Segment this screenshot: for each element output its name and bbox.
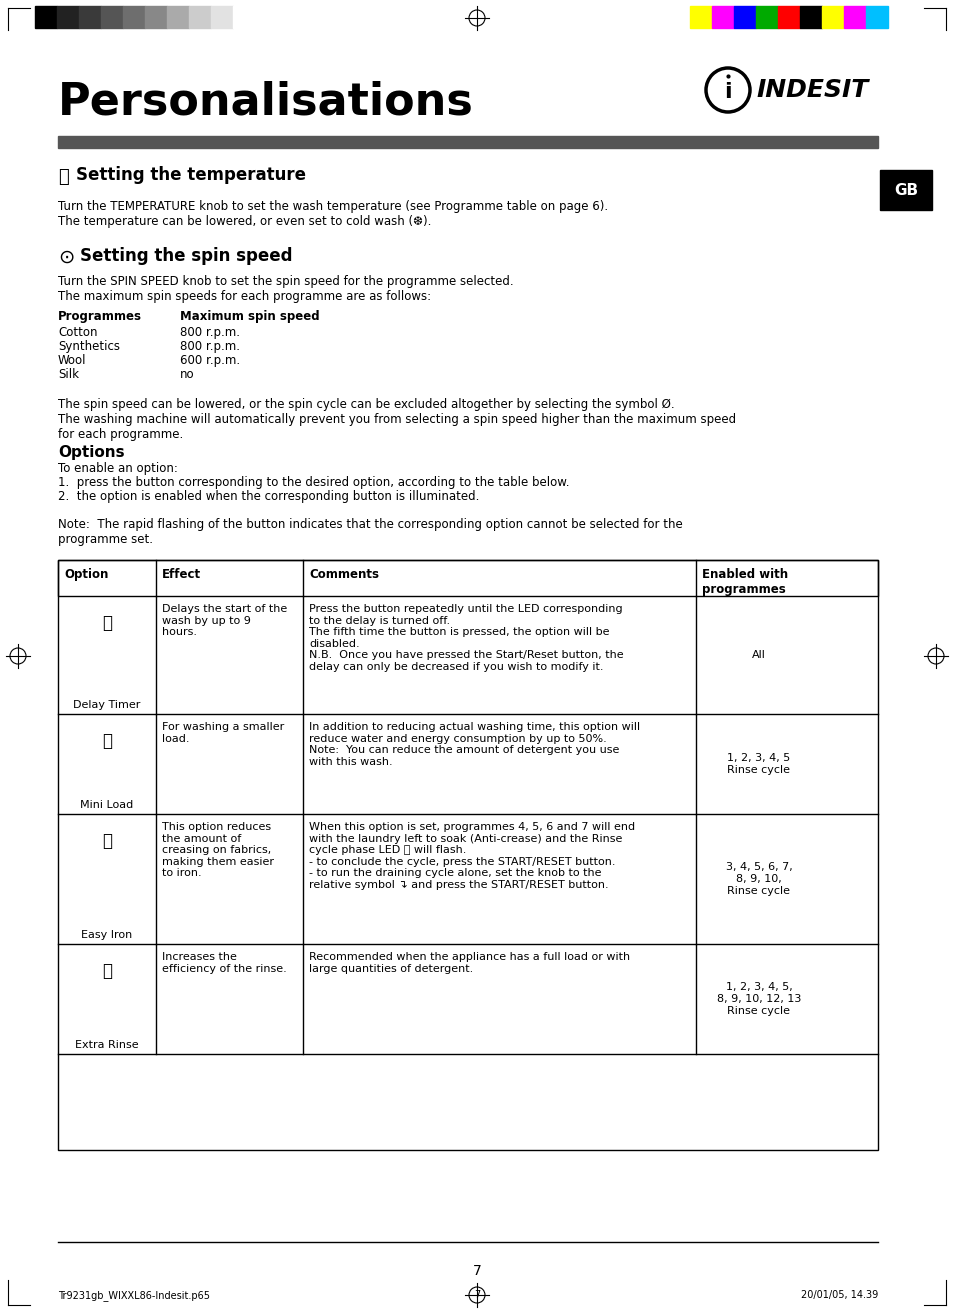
Text: Turn the SPIN SPEED knob to set the spin speed for the programme selected.: Turn the SPIN SPEED knob to set the spin… [58,274,513,288]
Bar [821,7,843,28]
Text: For washing a smaller
load.: For washing a smaller load. [162,722,284,743]
Bar [879,169,931,210]
Text: 800 r.p.m.: 800 r.p.m. [180,340,240,353]
Bar [211,7,233,28]
Text: Options: Options [58,445,125,460]
Text: no: no [180,368,194,381]
Bar [58,561,877,1150]
Text: Recommended when the appliance has a full load or with
large quantities of deter: Recommended when the appliance has a ful… [309,952,630,974]
Text: Mini Load: Mini Load [80,800,133,810]
Bar [79,7,101,28]
Text: The temperature can be lowered, or even set to cold wash (❆).: The temperature can be lowered, or even … [58,215,431,228]
Bar [755,7,778,28]
Text: Synthetics: Synthetics [58,340,120,353]
Bar [711,7,733,28]
Text: ⊙: ⊙ [58,248,74,267]
Text: INDESIT: INDESIT [755,77,867,102]
Text: 1.  press the button corresponding to the desired option, according to the table: 1. press the button corresponding to the… [58,477,569,488]
Text: Turn the TEMPERATURE knob to set the wash temperature (see Programme table on pa: Turn the TEMPERATURE knob to set the was… [58,200,607,213]
Text: i: i [723,81,731,102]
Bar [35,7,57,28]
Text: ⌚: ⌚ [102,614,112,632]
Text: When this option is set, programmes 4, 5, 6 and 7 will end
with the laundry left: When this option is set, programmes 4, 5… [309,822,635,890]
Bar [778,7,800,28]
Bar [57,7,79,28]
Text: ⌚: ⌚ [102,733,112,750]
Text: Note:  The rapid flashing of the button indicates that the corresponding option : Note: The rapid flashing of the button i… [58,519,682,546]
Bar [145,7,167,28]
Bar [733,7,755,28]
Text: 3, 4, 5, 6, 7,
8, 9, 10,
Rinse cycle: 3, 4, 5, 6, 7, 8, 9, 10, Rinse cycle [725,863,792,895]
Text: 600 r.p.m.: 600 r.p.m. [180,355,240,368]
Text: Setting the spin speed: Setting the spin speed [80,247,293,265]
Text: The washing machine will automatically prevent you from selecting a spin speed h: The washing machine will automatically p… [58,414,736,441]
Bar [233,7,254,28]
Bar [189,7,211,28]
Text: Enabled with
programmes: Enabled with programmes [701,569,787,596]
Text: Programmes: Programmes [58,310,142,323]
Text: ⌚: ⌚ [102,832,112,850]
Text: 2.  the option is enabled when the corresponding button is illuminated.: 2. the option is enabled when the corres… [58,490,478,503]
Text: Press the button repeatedly until the LED corresponding
to the delay is turned o: Press the button repeatedly until the LE… [309,604,623,672]
Bar [58,137,877,148]
Text: Wool: Wool [58,355,87,368]
Text: 7: 7 [474,1289,479,1300]
Text: Comments: Comments [309,569,378,580]
Text: ⌚: ⌚ [102,962,112,979]
Text: The maximum spin speeds for each programme are as follows:: The maximum spin speeds for each program… [58,290,431,303]
Text: 20/01/05, 14.39: 20/01/05, 14.39 [800,1289,877,1300]
Bar [689,7,711,28]
Text: Option: Option [64,569,109,580]
Bar [865,7,887,28]
Text: Easy Iron: Easy Iron [81,930,132,940]
Text: Increases the
efficiency of the rinse.: Increases the efficiency of the rinse. [162,952,287,974]
Text: All: All [751,650,765,660]
Text: 7: 7 [472,1264,481,1278]
Bar [800,7,821,28]
Text: 1, 2, 3, 4, 5,
8, 9, 10, 12, 13
Rinse cycle: 1, 2, 3, 4, 5, 8, 9, 10, 12, 13 Rinse cy… [716,982,801,1015]
Bar [843,7,865,28]
Bar [167,7,189,28]
Text: Effect: Effect [162,569,201,580]
Text: The spin speed can be lowered, or the spin cycle can be excluded altogether by s: The spin speed can be lowered, or the sp… [58,398,674,411]
Bar [123,7,145,28]
Bar [58,561,877,596]
Text: This option reduces
the amount of
creasing on fabrics,
making them easier
to iro: This option reduces the amount of creasi… [162,822,274,878]
Text: Cotton: Cotton [58,326,97,339]
Text: Maximum spin speed: Maximum spin speed [180,310,319,323]
Text: 800 r.p.m.: 800 r.p.m. [180,326,240,339]
Text: Silk: Silk [58,368,79,381]
Text: 1, 2, 3, 4, 5
Rinse cycle: 1, 2, 3, 4, 5 Rinse cycle [726,754,790,775]
Text: Extra Rinse: Extra Rinse [75,1040,139,1050]
Text: Delay Timer: Delay Timer [73,700,140,710]
Text: To enable an option:: To enable an option: [58,462,177,475]
Text: 🌡: 🌡 [58,168,69,186]
Text: In addition to reducing actual washing time, this option will
reduce water and e: In addition to reducing actual washing t… [309,722,639,767]
Text: Tr9231gb_WIXXL86-Indesit.p65: Tr9231gb_WIXXL86-Indesit.p65 [58,1289,210,1301]
Bar [101,7,123,28]
Text: Delays the start of the
wash by up to 9
hours.: Delays the start of the wash by up to 9 … [162,604,287,637]
Text: GB: GB [893,183,917,197]
Text: Personalisations: Personalisations [58,80,474,123]
Text: Setting the temperature: Setting the temperature [76,165,306,184]
